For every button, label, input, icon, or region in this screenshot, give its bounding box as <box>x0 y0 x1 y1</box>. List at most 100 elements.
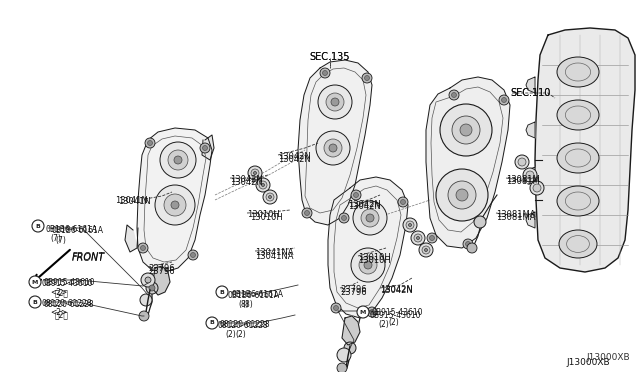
Text: 0B1B6-6161A: 0B1B6-6161A <box>232 290 284 299</box>
Circle shape <box>216 286 228 298</box>
Polygon shape <box>125 225 137 252</box>
Circle shape <box>467 243 477 253</box>
Circle shape <box>324 139 342 157</box>
Circle shape <box>502 97 506 103</box>
Circle shape <box>523 168 537 182</box>
Circle shape <box>145 277 151 283</box>
Circle shape <box>316 131 350 165</box>
Circle shape <box>262 183 264 186</box>
Circle shape <box>351 248 385 282</box>
Circle shape <box>339 213 349 223</box>
Text: 0B1B6-6161A: 0B1B6-6161A <box>45 225 97 234</box>
Circle shape <box>474 216 486 228</box>
Text: SEC.135: SEC.135 <box>310 52 350 62</box>
Text: 13042N: 13042N <box>380 286 413 295</box>
Text: (8): (8) <box>238 300 249 309</box>
Circle shape <box>168 150 188 170</box>
Text: 13042N: 13042N <box>278 152 311 161</box>
Circle shape <box>515 155 529 169</box>
Text: J13000XB: J13000XB <box>586 353 630 362</box>
Circle shape <box>361 209 379 227</box>
Text: B: B <box>36 224 40 228</box>
Polygon shape <box>526 167 535 183</box>
Circle shape <box>139 311 149 321</box>
Text: 13010H: 13010H <box>247 210 280 219</box>
Circle shape <box>429 235 435 241</box>
Circle shape <box>367 307 377 317</box>
Circle shape <box>302 208 312 218</box>
Circle shape <box>499 95 509 105</box>
Circle shape <box>259 181 267 189</box>
Ellipse shape <box>557 100 599 130</box>
Circle shape <box>359 256 377 274</box>
Circle shape <box>253 171 257 174</box>
Text: FRONT: FRONT <box>72 252 105 262</box>
Text: SEC.110: SEC.110 <box>510 88 550 98</box>
Circle shape <box>251 169 259 177</box>
Text: 08120-61228: 08120-61228 <box>44 300 95 309</box>
Text: B: B <box>209 321 214 326</box>
Circle shape <box>146 282 158 294</box>
Circle shape <box>526 171 534 179</box>
Polygon shape <box>298 60 372 225</box>
Circle shape <box>200 143 210 153</box>
Text: (2): (2) <box>225 330 236 339</box>
Circle shape <box>323 71 328 76</box>
Circle shape <box>188 250 198 260</box>
Text: FRONT: FRONT <box>72 253 105 263</box>
Circle shape <box>452 116 480 144</box>
Circle shape <box>29 296 41 308</box>
Circle shape <box>411 231 425 245</box>
Circle shape <box>365 76 369 80</box>
Circle shape <box>449 90 459 100</box>
Text: 13042N: 13042N <box>348 200 381 209</box>
Circle shape <box>465 241 470 247</box>
Text: 13041N: 13041N <box>115 196 148 205</box>
Text: 13041N: 13041N <box>118 197 151 206</box>
Circle shape <box>408 224 412 227</box>
Circle shape <box>369 310 374 314</box>
Circle shape <box>417 237 419 240</box>
Circle shape <box>414 234 422 242</box>
Text: 08120-61228: 08120-61228 <box>42 299 93 308</box>
Circle shape <box>401 199 406 205</box>
Text: M: M <box>360 310 366 314</box>
Text: 0B915-43610: 0B915-43610 <box>42 279 93 288</box>
Circle shape <box>29 276 41 288</box>
Circle shape <box>406 221 414 229</box>
Text: B: B <box>220 289 225 295</box>
Circle shape <box>320 68 330 78</box>
Text: 23796: 23796 <box>340 288 367 297</box>
Text: 13041NA: 13041NA <box>255 252 294 261</box>
Text: 13010H: 13010H <box>358 256 391 265</box>
Ellipse shape <box>557 186 599 216</box>
Circle shape <box>337 363 347 372</box>
Circle shape <box>263 190 277 204</box>
Circle shape <box>333 305 339 311</box>
Text: 13042N: 13042N <box>230 178 263 187</box>
Ellipse shape <box>557 143 599 173</box>
Text: M: M <box>32 279 38 285</box>
Circle shape <box>331 303 341 313</box>
Text: 13081MA: 13081MA <box>496 210 536 219</box>
Circle shape <box>141 273 155 287</box>
Text: 13042N: 13042N <box>348 202 381 211</box>
Text: 13042N: 13042N <box>230 175 263 184</box>
Circle shape <box>398 197 408 207</box>
Circle shape <box>364 261 372 269</box>
Circle shape <box>351 190 361 200</box>
Circle shape <box>140 294 152 306</box>
Ellipse shape <box>559 230 597 258</box>
Text: 13081M: 13081M <box>506 177 540 186</box>
Circle shape <box>344 342 356 354</box>
Text: 〈2）: 〈2） <box>55 288 69 297</box>
Circle shape <box>463 239 473 249</box>
Circle shape <box>202 145 207 151</box>
Polygon shape <box>137 128 212 272</box>
Circle shape <box>256 178 270 192</box>
Circle shape <box>266 193 274 201</box>
Circle shape <box>138 243 148 253</box>
Text: 23796: 23796 <box>148 264 175 273</box>
Text: 13010H: 13010H <box>250 213 283 222</box>
Circle shape <box>329 144 337 152</box>
